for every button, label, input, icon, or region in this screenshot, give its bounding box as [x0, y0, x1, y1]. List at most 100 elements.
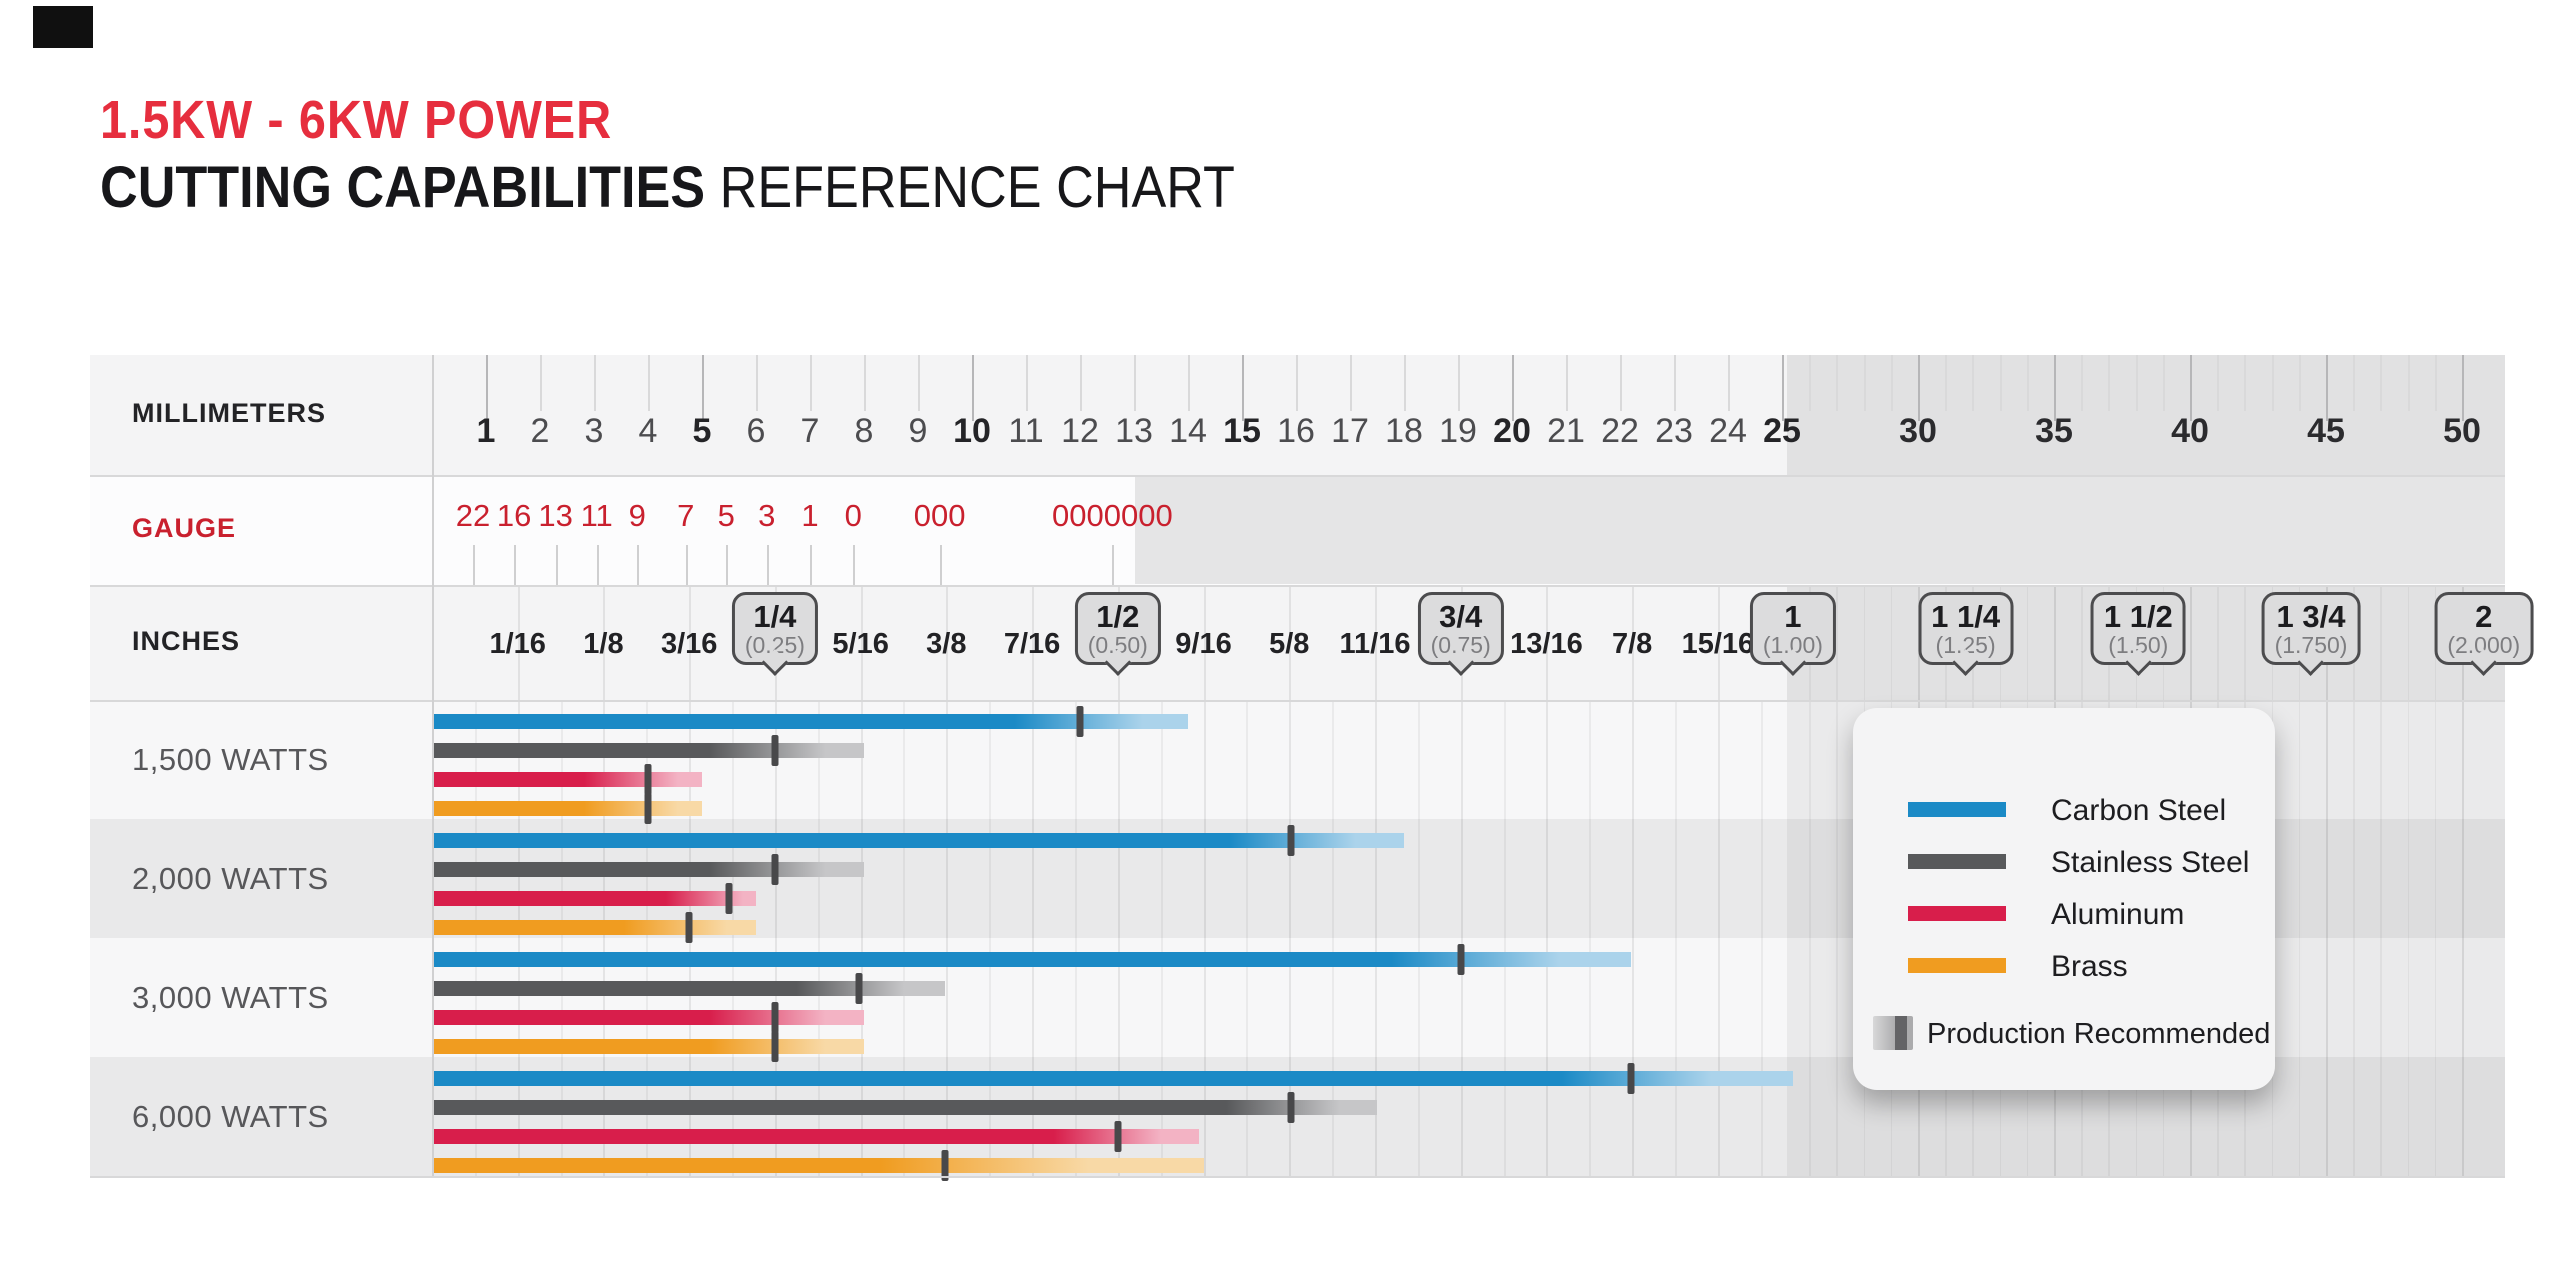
- material-bar: [434, 743, 864, 758]
- gray-overlay-mm: [1787, 355, 2505, 475]
- grid-line: [689, 585, 692, 1176]
- production-tick: [1076, 706, 1084, 737]
- grid-line: [474, 700, 477, 1176]
- mm-tick: [2462, 355, 2464, 421]
- grid-line: [1203, 585, 1206, 1176]
- mm-label: 6: [746, 412, 766, 450]
- mm-tick: [1945, 355, 1948, 411]
- grid-line: [2326, 585, 2328, 1176]
- callout-fraction: 1: [1784, 599, 1802, 634]
- production-tick: [725, 883, 733, 914]
- mm-tick: [1026, 355, 1028, 411]
- mm-tick: [1620, 355, 1622, 411]
- legend-label: Brass: [2051, 950, 2128, 983]
- mm-label: 15: [1223, 412, 1261, 450]
- mm-tick: [2407, 355, 2410, 411]
- mm-label: 20: [1493, 412, 1531, 450]
- mm-label: 7: [800, 412, 820, 450]
- grid-line: [1417, 700, 1420, 1176]
- mm-label: 17: [1331, 412, 1369, 450]
- mm-label: 1: [476, 412, 496, 450]
- grid-line: [1717, 585, 1720, 1176]
- grid-line: [1032, 585, 1035, 1176]
- grid-line: [2434, 585, 2437, 1176]
- production-tick: [1287, 1092, 1295, 1123]
- row-separator: [90, 475, 2505, 477]
- mm-tick: [2135, 355, 2138, 411]
- material-bar: [434, 801, 702, 816]
- production-tick: [685, 912, 693, 943]
- material-bar: [434, 1071, 1793, 1086]
- material-bar: [434, 981, 945, 996]
- gauge-label: 000: [913, 498, 966, 533]
- mm-tick: [1458, 355, 1460, 411]
- mm-label: 23: [1655, 412, 1693, 450]
- mm-tick: [1809, 355, 1812, 411]
- mm-tick: [1782, 355, 1784, 421]
- mm-label: 40: [2171, 412, 2209, 450]
- production-recommended-label: Production Recommended: [1927, 1018, 2271, 1050]
- production-tick: [771, 854, 779, 885]
- mm-tick: [2298, 355, 2301, 411]
- inch-label: 5/16: [832, 628, 889, 660]
- gauge-label: 1: [801, 498, 819, 533]
- inch-label: 1/16: [489, 628, 546, 660]
- inch-callout: 1 3/4 (1.750): [2261, 592, 2361, 677]
- mm-tick: [2271, 355, 2274, 411]
- mm-tick: [810, 355, 812, 411]
- mm-label: 5: [692, 412, 712, 450]
- inch-callout: 1 1/4 (1.25): [1918, 592, 2014, 677]
- mm-label: 22: [1601, 412, 1639, 450]
- mm-tick: [648, 355, 650, 411]
- title-line2: CUTTING CAPABILITIES REFERENCE CHART: [100, 156, 1235, 220]
- callout-fraction: 1 3/4: [2276, 599, 2346, 634]
- mm-tick: [1296, 355, 1298, 411]
- header-label-millimeters: MILLIMETERS: [132, 398, 326, 428]
- mm-tick: [2108, 355, 2111, 411]
- inch-label: 3/8: [926, 628, 967, 660]
- inch-label: 11/16: [1339, 628, 1411, 660]
- gauge-label: 0000000: [1052, 498, 1173, 533]
- mm-tick: [1863, 355, 1866, 411]
- grid-line: [1632, 585, 1635, 1176]
- mm-tick: [540, 355, 542, 411]
- mm-tick: [1242, 355, 1244, 421]
- mm-tick: [2353, 355, 2356, 411]
- mm-label: 25: [1763, 412, 1801, 450]
- inch-callout: 1 1/2 (1.50): [2090, 592, 2186, 677]
- inch-callout: 3/4 (0.75): [1417, 592, 1504, 677]
- material-bar: [434, 1100, 1377, 1115]
- gauge-tick: [939, 545, 942, 585]
- grid-line: [2407, 585, 2410, 1176]
- material-bar: [434, 1158, 1205, 1173]
- grid-line: [1546, 585, 1549, 1176]
- gauge-tick: [473, 545, 476, 585]
- title-line1: 1.5KW - 6KW POWER: [100, 90, 613, 150]
- gauge-label: 13: [538, 498, 573, 533]
- row-separator: [90, 585, 2505, 587]
- mm-label: 21: [1547, 412, 1585, 450]
- mm-tick: [972, 355, 974, 421]
- production-tick: [855, 973, 863, 1004]
- mm-tick: [594, 355, 596, 411]
- grid-line: [1503, 700, 1506, 1176]
- gauge-tick: [853, 545, 856, 585]
- mm-label: 2: [530, 412, 550, 450]
- production-tick: [941, 1150, 949, 1181]
- mm-tick: [2326, 355, 2328, 421]
- logo-mark: [33, 6, 93, 48]
- mm-label: 24: [1709, 412, 1747, 450]
- mm-label: 45: [2307, 412, 2345, 450]
- inch-label: 9/16: [1175, 628, 1232, 660]
- watts-label: 3,000 WATTS: [132, 980, 329, 1015]
- mm-tick: [1350, 355, 1352, 411]
- material-bar: [434, 952, 1631, 967]
- material-bar: [434, 714, 1188, 729]
- inch-label: 7/8: [1611, 628, 1653, 660]
- mm-label: 8: [854, 412, 874, 450]
- mm-tick: [2162, 355, 2165, 411]
- grid-line: [1289, 585, 1292, 1176]
- gauge-tick: [1112, 545, 1115, 585]
- mm-tick: [1566, 355, 1568, 411]
